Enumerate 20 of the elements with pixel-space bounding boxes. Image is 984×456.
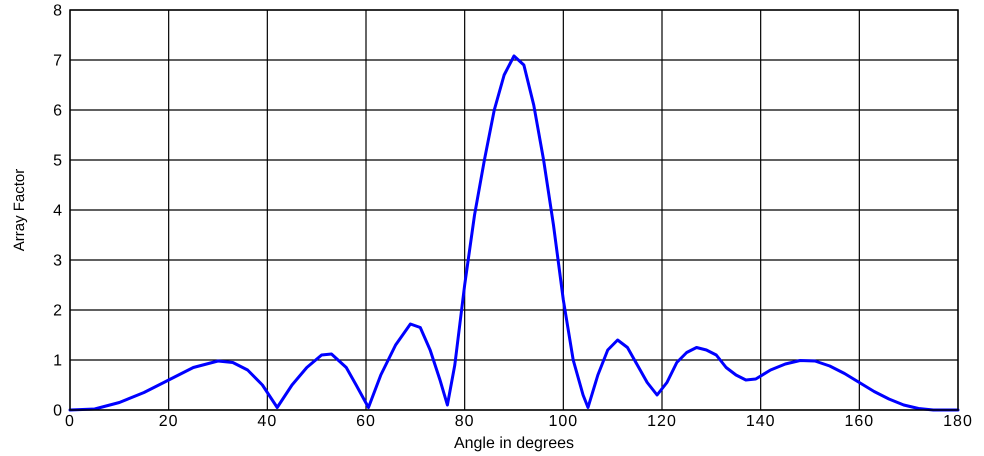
y-tick-label: 4 [53,202,62,220]
y-tick-label: 1 [53,352,62,370]
x-tick-label: 60 [356,413,376,430]
x-tick-label: 180 [943,413,973,430]
y-tick-label: 6 [53,102,62,120]
y-tick-label: 7 [53,52,62,70]
y-axis-title: Array Factor [11,168,28,252]
x-tick-label: 120 [647,413,677,430]
x-tick-label: 20 [158,413,179,430]
x-tick-label: 80 [454,413,475,430]
y-tick-label: 2 [53,302,62,320]
x-tick-label: 100 [548,413,578,430]
y-tick-label: 3 [53,252,62,270]
y-tick-label: 5 [53,152,62,170]
y-tick-label: 8 [53,2,62,20]
x-tick-label: 0 [65,413,75,430]
x-tick-label: 40 [257,413,278,430]
x-tick-label: 160 [844,413,874,430]
x-tick-label: 140 [746,413,776,430]
x-axis-title: Angle in degrees [454,435,574,452]
